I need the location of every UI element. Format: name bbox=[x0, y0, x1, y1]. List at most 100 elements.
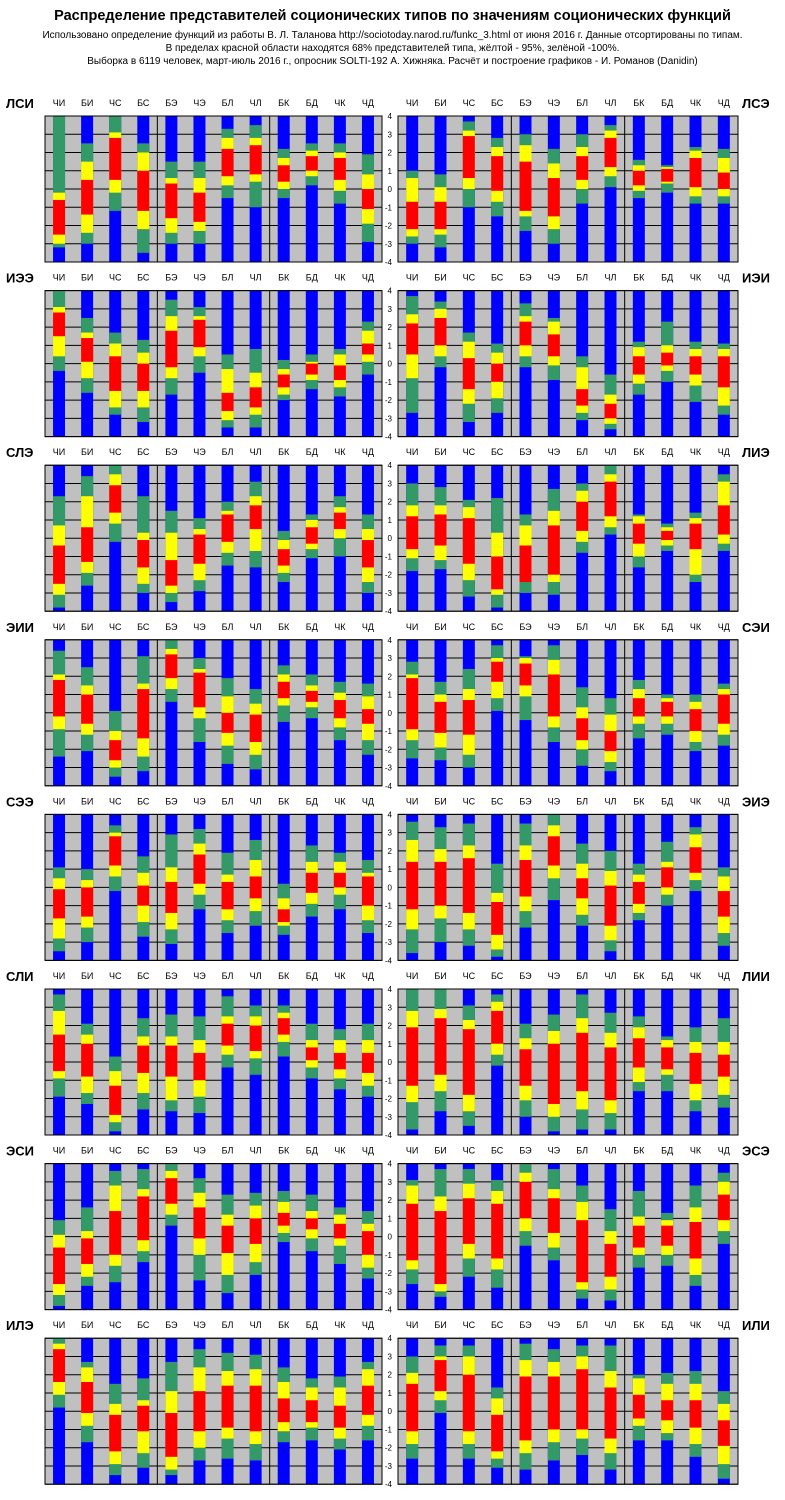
category-label: БИ bbox=[434, 622, 446, 632]
bar-СЭИ-ЧС bbox=[462, 639, 475, 786]
bar-range-red bbox=[462, 858, 475, 913]
bar-range-red bbox=[604, 481, 617, 517]
bar-ЛИЭ-ЧК bbox=[689, 465, 702, 612]
y-tick-label: -4 bbox=[385, 1131, 393, 1140]
bar-range-red bbox=[137, 1045, 150, 1073]
y-tick-label: -1 bbox=[385, 552, 393, 561]
panel-ЛСЭ: ЧИ БИ ЧС БС БЭ ЧЭ БЛ ЧЛ БК БД ЧК ЧД ЛСЭ 4 3 2 1 0 -1 -2 -3 -4 bbox=[385, 96, 770, 267]
bar-ИЭИ-БД bbox=[661, 290, 674, 437]
category-label: БД bbox=[306, 1146, 318, 1156]
category-label: БЭ bbox=[519, 98, 532, 108]
category-label: БС bbox=[137, 1146, 150, 1156]
bar-ЭИИ-ЧК bbox=[333, 639, 346, 786]
bar-range-red bbox=[249, 387, 262, 408]
category-label: ЧД bbox=[362, 273, 374, 283]
bar-ЛИЭ-БС bbox=[491, 465, 504, 612]
panel-ИЭИ: ЧИ БИ ЧС БС БЭ ЧЭ БЛ ЧЛ БК БД ЧК ЧД ИЭИ 4 3 2 1 0 -1 -2 -3 -4 bbox=[385, 271, 770, 442]
bar-ЛИИ-БК bbox=[632, 989, 645, 1135]
category-label: БЭ bbox=[519, 622, 532, 632]
bar-СЛЭ-БИ bbox=[81, 465, 94, 612]
category-label: БЛ bbox=[576, 98, 588, 108]
bar-range-red bbox=[305, 527, 318, 544]
panel-ИЛЭ: ЧИ БИ ЧС БС БЭ ЧЭ БЛ ЧЛ БК БД ЧК ЧД ИЛЭ bbox=[6, 1318, 383, 1485]
category-label: ЧИ bbox=[53, 98, 65, 108]
bar-ЛИЭ-БД bbox=[661, 465, 674, 612]
panel-ЛСИ: ЧИ БИ ЧС БС БЭ ЧЭ БЛ ЧЛ БК БД ЧК ЧД ЛСИ bbox=[6, 96, 383, 263]
bar-ИЛЭ-ЧК bbox=[333, 1338, 346, 1485]
bar-ЭСИ-БЛ bbox=[221, 1163, 234, 1310]
category-label: ЧС bbox=[109, 971, 122, 981]
bar-range-red bbox=[193, 672, 206, 708]
bar-ЛСИ-БЭ bbox=[165, 116, 178, 262]
bar-range-red bbox=[249, 714, 262, 742]
category-label: БК bbox=[278, 796, 290, 806]
bar-ИЭИ-ЧД bbox=[717, 290, 730, 437]
panel-ЛИИ: ЧИ БИ ЧС БС БЭ ЧЭ БЛ ЧЛ БК БД ЧК ЧД ЛИИ 4 3 2 1 0 -1 -2 -3 -4 bbox=[385, 969, 770, 1140]
bar-range-red bbox=[137, 363, 150, 391]
plot-frame bbox=[44, 115, 383, 263]
bar-ИЛЭ-ЧЭ bbox=[193, 1338, 206, 1485]
bar-ЭСЭ-ЧС bbox=[462, 1163, 475, 1310]
bar-range-red bbox=[361, 876, 374, 906]
y-tick-label: 0 bbox=[388, 534, 393, 543]
panel-type-label: ЛСИ bbox=[6, 96, 34, 111]
bar-ЛИЭ-БЭ bbox=[519, 465, 532, 612]
bar-range-red bbox=[277, 549, 290, 566]
bar-ИЭЭ-ЧК bbox=[333, 290, 346, 437]
category-label: ЧД bbox=[718, 971, 730, 981]
category-label: ЧЭ bbox=[548, 1146, 561, 1156]
category-label: ЧИ bbox=[406, 796, 418, 806]
category-label: БД bbox=[306, 971, 318, 981]
bar-range-red bbox=[434, 861, 447, 906]
bar-СЛИ-БЛ bbox=[221, 989, 234, 1135]
bar-range-red bbox=[277, 1398, 290, 1423]
bar-range-red bbox=[491, 556, 504, 590]
y-tick-label: -3 bbox=[385, 240, 393, 249]
y-tick-label: -2 bbox=[385, 396, 393, 405]
category-label: ЧД bbox=[362, 796, 374, 806]
plot-frame bbox=[397, 290, 739, 438]
category-label: БС bbox=[137, 622, 150, 632]
category-label: БК bbox=[278, 273, 290, 283]
category-label: БИ bbox=[81, 273, 93, 283]
category-label: БЛ bbox=[222, 1320, 234, 1330]
bar-range-red bbox=[221, 148, 234, 177]
category-label: БЛ bbox=[576, 971, 588, 981]
panel-type-label: СЭИ bbox=[742, 620, 770, 635]
bar-ЛСИ-ЧС bbox=[109, 116, 122, 262]
category-label: БЭ bbox=[165, 447, 178, 457]
bar-range-red bbox=[406, 201, 419, 230]
bar-range-red bbox=[632, 1394, 645, 1419]
bar-ЭИИ-БД bbox=[305, 639, 318, 786]
bar-СЛЭ-ЧЛ bbox=[249, 465, 262, 612]
bar-СЛЭ-БЛ bbox=[221, 465, 234, 612]
bar-ИЛЭ-БЛ bbox=[221, 1338, 234, 1485]
bar-range-red bbox=[632, 1038, 645, 1068]
category-label: ЧЭ bbox=[193, 971, 206, 981]
category-label: ЧЛ bbox=[250, 1320, 262, 1330]
plot-frame bbox=[44, 1337, 383, 1485]
bar-range-red bbox=[689, 157, 702, 188]
category-label: БЛ bbox=[222, 796, 234, 806]
bar-СЛЭ-ЧД bbox=[361, 465, 374, 612]
bar-ЛСИ-БИ bbox=[81, 116, 94, 262]
category-label: БЛ bbox=[576, 796, 588, 806]
bar-range-red bbox=[193, 1052, 206, 1081]
bar-range-red bbox=[632, 881, 645, 904]
category-label: ЧЛ bbox=[250, 796, 262, 806]
bar-range-red bbox=[221, 1023, 234, 1046]
bar-range-red bbox=[519, 1376, 532, 1441]
bar-range-red bbox=[361, 1231, 374, 1255]
bar-range-red bbox=[221, 1225, 234, 1254]
panel-ИЛИ: ЧИ БИ ЧС БС БЭ ЧЭ БЛ ЧЛ БК БД ЧК ЧД ИЛИ 4 3 2 1 0 -1 -2 -3 -4 bbox=[385, 1318, 770, 1489]
bar-range-red bbox=[406, 861, 419, 910]
bar-ИЭЭ-ЧД bbox=[361, 290, 374, 437]
plot-frame bbox=[397, 464, 739, 612]
bar-range-red bbox=[277, 1212, 290, 1226]
bar-range-red bbox=[547, 178, 560, 217]
category-label: ЧК bbox=[690, 273, 702, 283]
bar-ИЛИ-БД bbox=[661, 1338, 674, 1485]
bar-ЛИИ-БИ bbox=[434, 989, 447, 1135]
bar-ЛИЭ-ЧИ bbox=[406, 465, 419, 612]
bar-ЭСИ-БИ bbox=[81, 1163, 94, 1310]
